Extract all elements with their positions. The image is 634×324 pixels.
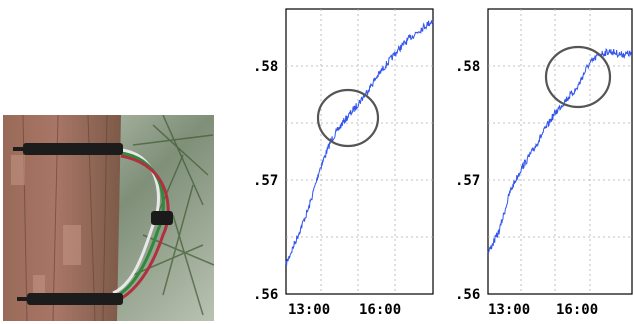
series-line [487,48,633,254]
tree-sensor-photo [3,115,214,321]
ytick-label-057: .57 [253,173,278,189]
ytick-label-056: .56 [455,287,480,303]
ytick-label-058: .58 [253,59,278,75]
ytick-label-057: .57 [455,173,480,189]
xtick-label-1600: 16:00 [359,302,401,318]
annotation-circle [316,88,380,148]
annotation-circle [544,45,612,109]
chart-left: .58 .57 .56 13:00 16:00 [253,8,434,318]
ytick-label-056: .56 [253,287,278,303]
series-line [285,19,434,267]
plot-frame [285,8,434,295]
plot-frame [487,8,633,295]
xtick-label-1600: 16:00 [556,302,598,318]
xtick-label-1300: 13:00 [288,302,330,318]
xtick-label-1300: 13:00 [488,302,530,318]
ytick-label-058: .58 [455,59,480,75]
chart-right: .58 .57 .56 13:00 16:00 [455,8,633,318]
